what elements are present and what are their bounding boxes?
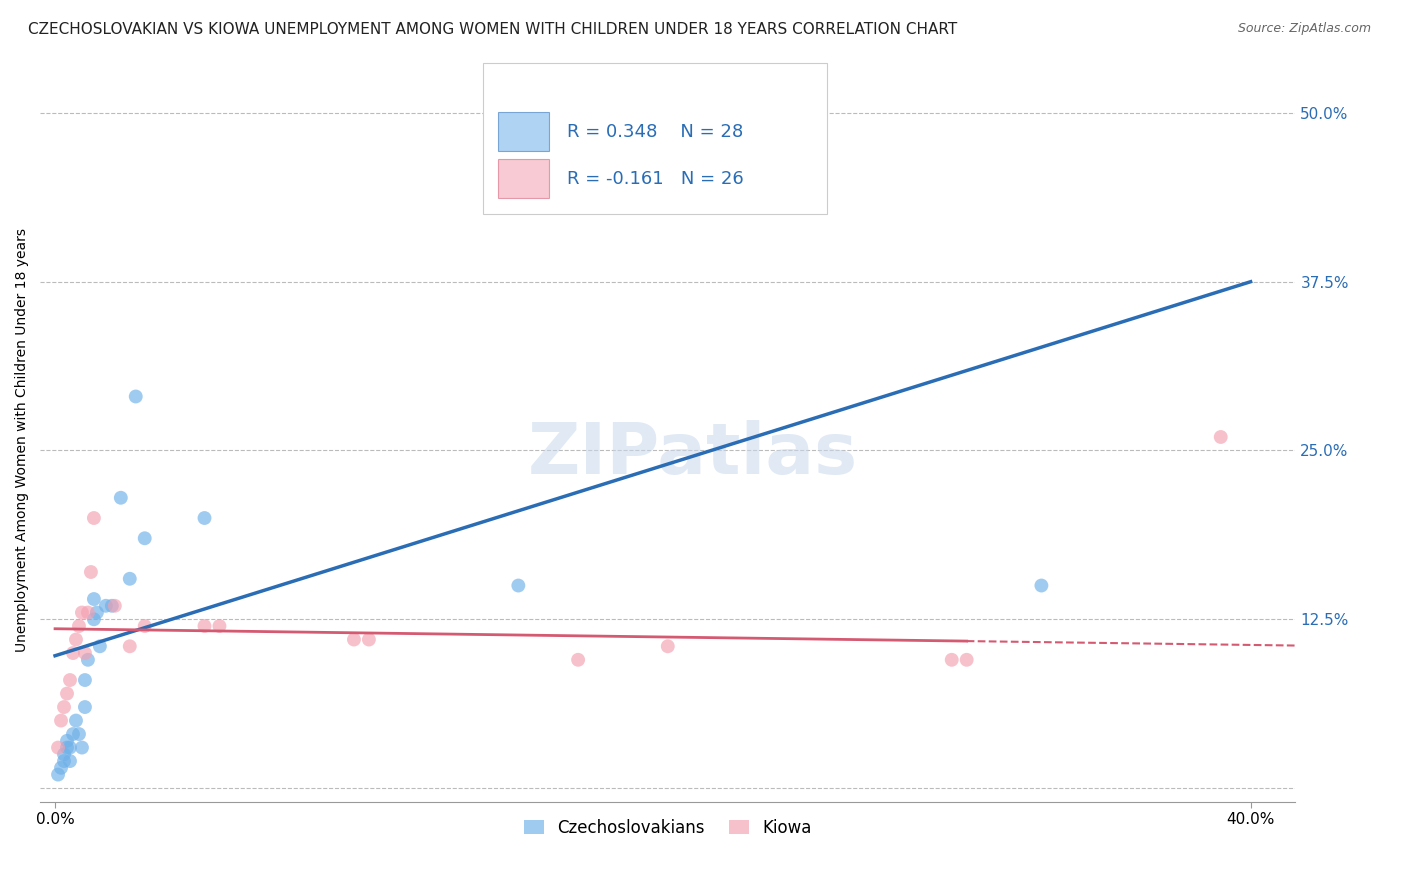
- Point: [86, 606, 108, 620]
- FancyBboxPatch shape: [498, 112, 548, 152]
- Point: [567, 653, 589, 667]
- Point: [1031, 578, 1053, 592]
- Point: [59, 740, 82, 755]
- Point: [118, 572, 141, 586]
- Point: [56, 734, 79, 748]
- Point: [53, 700, 76, 714]
- Point: [101, 599, 124, 613]
- FancyBboxPatch shape: [498, 159, 548, 198]
- Point: [83, 612, 105, 626]
- Point: [73, 646, 96, 660]
- Point: [56, 740, 79, 755]
- Point: [73, 700, 96, 714]
- Point: [110, 491, 132, 505]
- Point: [67, 727, 90, 741]
- Point: [65, 714, 87, 728]
- Point: [77, 653, 100, 667]
- Point: [956, 653, 979, 667]
- Point: [657, 640, 679, 654]
- Y-axis label: Unemployment Among Women with Children Under 18 years: Unemployment Among Women with Children U…: [15, 228, 30, 652]
- Point: [67, 619, 90, 633]
- Point: [65, 632, 87, 647]
- Point: [118, 640, 141, 654]
- Legend: Czechoslovakians, Kiowa: Czechoslovakians, Kiowa: [517, 813, 818, 844]
- Point: [357, 632, 380, 647]
- Point: [70, 606, 93, 620]
- Point: [134, 531, 156, 545]
- Point: [83, 511, 105, 525]
- Point: [62, 727, 84, 741]
- Text: ZIPatlas: ZIPatlas: [527, 420, 858, 490]
- Point: [125, 389, 148, 403]
- Point: [343, 632, 366, 647]
- Point: [80, 565, 103, 579]
- Point: [941, 653, 963, 667]
- Point: [62, 646, 84, 660]
- Text: R = 0.348    N = 28: R = 0.348 N = 28: [568, 122, 744, 141]
- Point: [46, 767, 69, 781]
- Point: [49, 761, 72, 775]
- Point: [56, 687, 79, 701]
- Point: [53, 754, 76, 768]
- Point: [208, 619, 231, 633]
- Point: [53, 747, 76, 762]
- FancyBboxPatch shape: [484, 63, 827, 214]
- Point: [134, 619, 156, 633]
- Point: [83, 592, 105, 607]
- Point: [94, 599, 117, 613]
- Point: [49, 714, 72, 728]
- Point: [70, 740, 93, 755]
- Text: Source: ZipAtlas.com: Source: ZipAtlas.com: [1237, 22, 1371, 36]
- Point: [59, 754, 82, 768]
- Point: [77, 606, 100, 620]
- Text: R = -0.161   N = 26: R = -0.161 N = 26: [568, 169, 744, 187]
- Point: [508, 578, 530, 592]
- Point: [1209, 430, 1232, 444]
- Point: [193, 511, 215, 525]
- Point: [59, 673, 82, 687]
- Point: [73, 673, 96, 687]
- Point: [46, 740, 69, 755]
- Point: [104, 599, 127, 613]
- Text: CZECHOSLOVAKIAN VS KIOWA UNEMPLOYMENT AMONG WOMEN WITH CHILDREN UNDER 18 YEARS C: CZECHOSLOVAKIAN VS KIOWA UNEMPLOYMENT AM…: [28, 22, 957, 37]
- Point: [89, 640, 111, 654]
- Point: [193, 619, 215, 633]
